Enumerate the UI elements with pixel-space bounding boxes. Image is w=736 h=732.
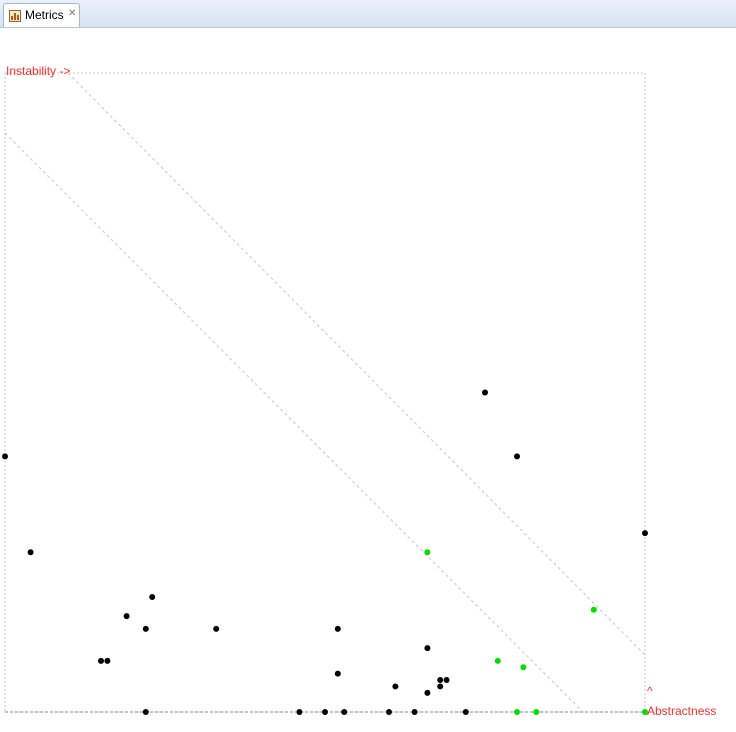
package-point bbox=[123, 613, 130, 620]
package-point bbox=[142, 709, 149, 715]
highlighted-package-point bbox=[514, 709, 520, 715]
tab-metrics[interactable]: Metrics ✕ bbox=[3, 3, 80, 27]
package-point bbox=[322, 709, 328, 715]
upper-guide-line bbox=[67, 72, 646, 656]
package-point bbox=[334, 670, 341, 677]
package-point bbox=[98, 657, 104, 664]
package-point bbox=[149, 593, 156, 600]
plot-frame bbox=[4, 72, 646, 713]
x-axis-label: Instability -> bbox=[6, 64, 70, 78]
package-point bbox=[296, 709, 303, 715]
package-point bbox=[424, 645, 431, 652]
package-point bbox=[334, 625, 341, 632]
package-point bbox=[462, 709, 469, 715]
package-point bbox=[341, 709, 348, 715]
highlighted-package-point bbox=[533, 709, 540, 715]
package-point bbox=[411, 709, 418, 715]
y-axis-label: Abstractness bbox=[647, 704, 716, 718]
package-point bbox=[482, 389, 488, 396]
package-point bbox=[142, 625, 149, 632]
package-point bbox=[392, 683, 399, 690]
y-axis-arrow: ^ bbox=[647, 684, 653, 698]
highlighted-package-point bbox=[590, 606, 597, 613]
package-point bbox=[104, 657, 111, 664]
highlighted-package-point bbox=[642, 709, 648, 715]
main-sequence-guides bbox=[4, 72, 646, 713]
package-point bbox=[27, 549, 34, 556]
view-tab-bar: Metrics ✕ bbox=[0, 0, 736, 28]
package-points bbox=[2, 389, 648, 715]
tab-title: Metrics bbox=[25, 8, 64, 22]
package-point bbox=[2, 453, 8, 460]
package-point bbox=[213, 625, 220, 632]
package-point bbox=[386, 709, 392, 715]
package-point bbox=[437, 683, 444, 690]
highlighted-package-point bbox=[520, 664, 527, 671]
package-point bbox=[642, 530, 648, 537]
metrics-scatter-plot: Instability -> ^ Abstractness bbox=[2, 64, 716, 718]
highlighted-package-point bbox=[494, 657, 501, 664]
metrics-view-icon bbox=[9, 10, 21, 22]
plot-border bbox=[4, 72, 646, 713]
lower-guide-line bbox=[4, 132, 584, 713]
package-point bbox=[514, 453, 520, 460]
package-point bbox=[437, 677, 444, 684]
highlighted-package-point bbox=[424, 549, 431, 556]
package-point bbox=[443, 677, 450, 684]
package-point bbox=[424, 689, 431, 696]
close-icon[interactable]: ✕ bbox=[68, 8, 77, 19]
